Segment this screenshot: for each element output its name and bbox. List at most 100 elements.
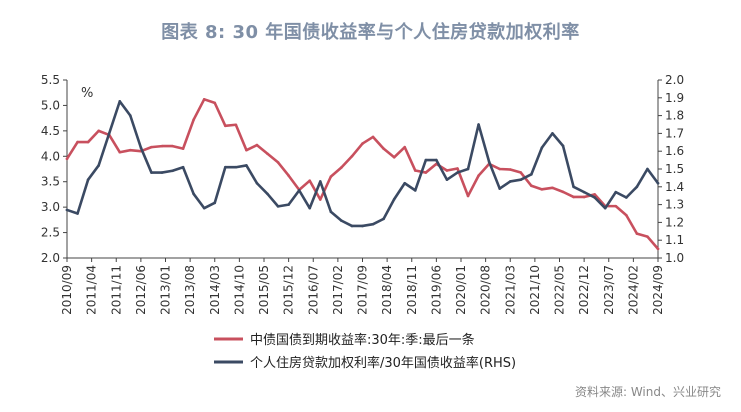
point-30y-yield <box>508 168 512 171</box>
y-tick-label-right: 1.8 <box>665 109 684 123</box>
point-mortgage-ratio <box>245 164 248 167</box>
point-30y-yield <box>519 171 523 174</box>
point-30y-yield <box>234 123 238 127</box>
point-30y-yield <box>551 186 554 190</box>
point-30y-yield <box>656 247 660 251</box>
point-mortgage-ratio <box>266 192 269 196</box>
point-mortgage-ratio <box>181 165 185 169</box>
point-30y-yield <box>424 171 428 174</box>
point-mortgage-ratio <box>329 210 333 214</box>
y-tick-label-right: 1.1 <box>665 233 684 247</box>
point-mortgage-ratio <box>625 196 628 199</box>
point-mortgage-ratio <box>139 146 143 149</box>
x-tick-label: 2021/03 <box>503 265 517 315</box>
point-30y-yield <box>276 161 280 164</box>
point-30y-yield <box>371 135 375 139</box>
x-tick-label: 2015/05 <box>257 265 271 315</box>
y-tick-label-left: 4.0 <box>41 149 60 163</box>
y-axis-left-unit: % <box>81 86 93 101</box>
legend-label-primary: 中债国债到期收益率:30年:季:最后一条 <box>250 332 475 348</box>
x-tick-label: 2022/12 <box>577 265 591 315</box>
point-30y-yield <box>540 188 544 191</box>
point-mortgage-ratio <box>551 132 554 135</box>
point-30y-yield <box>361 142 364 145</box>
y-tick-label-left: 2.0 <box>41 251 60 265</box>
y-tick-label-left: 2.5 <box>41 226 60 240</box>
point-mortgage-ratio <box>287 203 290 206</box>
point-mortgage-ratio <box>350 224 354 228</box>
y-tick-label-right: 1.5 <box>665 162 684 176</box>
x-tick-label: 2024/02 <box>626 265 640 315</box>
point-mortgage-ratio <box>202 206 206 210</box>
point-30y-yield <box>171 144 174 148</box>
point-30y-yield <box>266 152 269 156</box>
x-tick-label: 2019/06 <box>429 265 443 315</box>
point-30y-yield <box>456 167 459 170</box>
x-tick-label: 2017/02 <box>331 265 345 315</box>
point-mortgage-ratio <box>382 217 385 221</box>
point-30y-yield <box>213 101 217 105</box>
point-mortgage-ratio <box>97 164 100 167</box>
y-tick-label-left: 5.5 <box>41 73 60 87</box>
point-30y-yield <box>572 195 575 199</box>
point-30y-yield <box>614 204 618 208</box>
x-tick-label: 2014/03 <box>208 265 222 315</box>
x-tick-label: 2012/06 <box>134 265 148 315</box>
point-mortgage-ratio <box>171 169 174 173</box>
point-30y-yield <box>160 144 164 148</box>
point-mortgage-ratio <box>213 201 217 205</box>
x-tick-label: 2018/11 <box>405 265 419 315</box>
point-30y-yield <box>181 147 185 150</box>
point-mortgage-ratio <box>603 206 607 210</box>
x-tick-label: 2022/05 <box>553 265 567 315</box>
point-mortgage-ratio <box>403 181 407 185</box>
x-tick-label: 2020/01 <box>454 265 468 315</box>
point-mortgage-ratio <box>635 185 639 189</box>
x-tick-label: 2015/12 <box>282 265 296 315</box>
point-30y-yield <box>287 174 290 177</box>
y-tick-label-left: 4.5 <box>41 124 60 138</box>
point-mortgage-ratio <box>107 132 111 135</box>
y-tick-label-right: 1.6 <box>665 144 684 158</box>
series-layer <box>65 98 660 251</box>
point-30y-yield <box>118 150 122 154</box>
y-tick-label-right: 1.7 <box>665 126 684 140</box>
point-mortgage-ratio <box>150 171 153 174</box>
point-30y-yield <box>445 169 449 172</box>
point-30y-yield <box>561 190 565 194</box>
point-mortgage-ratio <box>371 222 375 226</box>
point-mortgage-ratio <box>392 197 396 201</box>
point-mortgage-ratio <box>477 123 480 126</box>
x-tick-label: 2013/08 <box>183 265 197 315</box>
point-mortgage-ratio <box>192 192 195 196</box>
point-mortgage-ratio <box>318 180 322 183</box>
y-tick-label-right: 1.2 <box>665 215 684 229</box>
point-30y-yield <box>413 169 417 172</box>
y-tick-label-right: 1.3 <box>665 198 684 212</box>
x-tick-label: 2021/10 <box>528 265 542 315</box>
y-tick-label-right: 1.9 <box>665 91 684 105</box>
point-mortgage-ratio <box>582 190 586 194</box>
point-mortgage-ratio <box>614 190 618 194</box>
point-30y-yield <box>329 175 333 178</box>
point-mortgage-ratio <box>413 189 417 192</box>
point-mortgage-ratio <box>508 180 512 183</box>
point-mortgage-ratio <box>572 185 575 189</box>
series-line-mortgage-ratio <box>65 100 660 228</box>
x-tick-label: 2024/09 <box>651 265 665 315</box>
point-30y-yield <box>129 148 132 152</box>
point-mortgage-ratio <box>224 165 227 169</box>
point-mortgage-ratio <box>656 181 660 185</box>
point-30y-yield <box>350 154 354 158</box>
point-30y-yield <box>76 140 79 144</box>
point-mortgage-ratio <box>255 181 259 185</box>
y-tick-label-left: 3.5 <box>41 175 60 189</box>
point-mortgage-ratio <box>340 219 343 222</box>
point-30y-yield <box>392 156 396 159</box>
point-mortgage-ratio <box>76 212 79 215</box>
point-mortgage-ratio <box>276 205 280 208</box>
y-tick-label-left: 3.0 <box>41 200 60 214</box>
point-30y-yield <box>635 232 639 235</box>
point-30y-yield <box>245 148 248 152</box>
